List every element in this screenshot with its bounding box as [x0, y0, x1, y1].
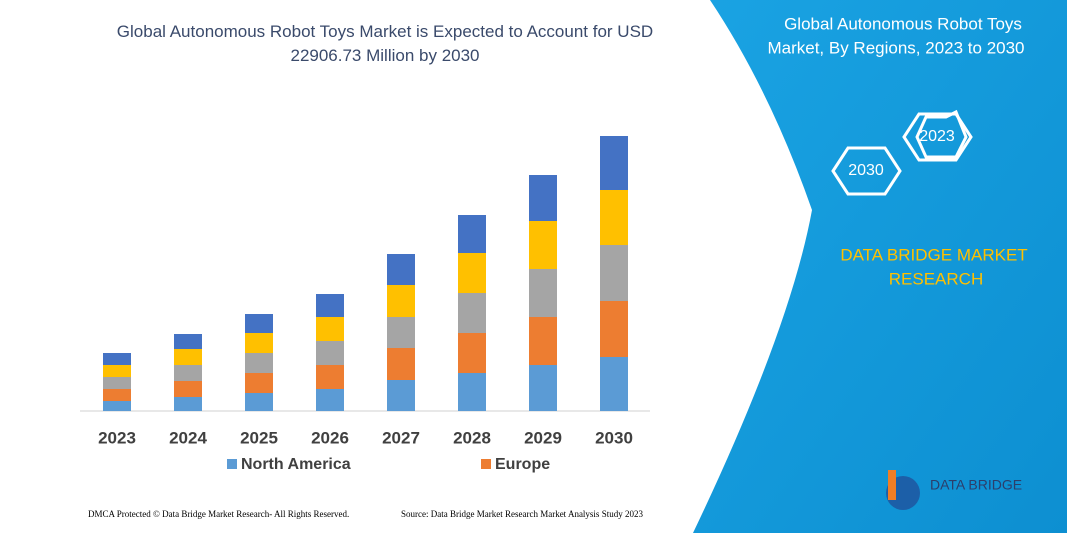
- bar-segment: [458, 373, 486, 411]
- bar-segment: [103, 353, 131, 365]
- x-tick-label: 2027: [382, 428, 420, 447]
- bar-segment: [245, 333, 273, 353]
- bar-segment: [174, 397, 202, 411]
- logo-mark: [888, 470, 896, 500]
- bar-segment: [600, 136, 628, 190]
- x-tick-label: 2024: [169, 428, 207, 447]
- hexagon: [831, 146, 902, 196]
- bar-segment: [387, 254, 415, 285]
- bar-segment: [600, 190, 628, 245]
- legend-swatch: [481, 459, 491, 469]
- side-panel: [693, 0, 1067, 533]
- bar-segment: [458, 333, 486, 373]
- bar-segment: [458, 215, 486, 253]
- bar-segment: [245, 393, 273, 411]
- bar-segment: [529, 221, 557, 269]
- bar-segment: [529, 269, 557, 317]
- bar-segment: [529, 365, 557, 411]
- bar-segment: [316, 365, 344, 389]
- bar-segment: [103, 401, 131, 411]
- bar-segment: [245, 314, 273, 333]
- bar-segment: [245, 373, 273, 393]
- bar-segment: [316, 317, 344, 341]
- bar-segment: [174, 334, 202, 349]
- x-tick-label: 2025: [240, 428, 278, 447]
- legend-swatch: [227, 459, 237, 469]
- bar-segment: [600, 245, 628, 301]
- bar-segment: [458, 253, 486, 293]
- bar-segment: [245, 353, 273, 373]
- footer-text: DMCA Protected © Data Bridge Market Rese…: [88, 509, 349, 519]
- footer-text: Source: Data Bridge Market Research Mark…: [401, 509, 643, 519]
- bar-segment: [103, 389, 131, 401]
- logo-text: DATA BRIDGE: [930, 477, 1022, 493]
- x-tick-label: 2026: [311, 428, 349, 447]
- legend-label: North America: [241, 456, 351, 473]
- bar-segment: [387, 348, 415, 380]
- legend-label: Europe: [495, 456, 550, 473]
- x-tick-label: 2029: [524, 428, 562, 447]
- hexagon: [902, 112, 973, 162]
- hex-label: 2030: [848, 162, 884, 179]
- bar-segment: [174, 349, 202, 365]
- bar-segment: [316, 389, 344, 411]
- bar-segment: [174, 365, 202, 381]
- x-tick-label: 2023: [98, 428, 136, 447]
- brand-text: DATA BRIDGE MARKET: [840, 245, 1027, 264]
- bar-segment: [458, 293, 486, 333]
- bar-segment: [387, 380, 415, 411]
- panel-title: Market, By Regions, 2023 to 2030: [767, 38, 1024, 57]
- hexagon: [915, 109, 968, 159]
- bar-segment: [387, 285, 415, 317]
- brand-text: RESEARCH: [889, 269, 983, 288]
- bar-segment: [387, 317, 415, 348]
- panel-title: Global Autonomous Robot Toys: [784, 14, 1022, 33]
- hex-label: 2023: [919, 128, 955, 145]
- bar-segment: [600, 357, 628, 411]
- bar-segment: [103, 377, 131, 389]
- bar-segment: [529, 317, 557, 365]
- bar-segment: [316, 294, 344, 317]
- bar-segment: [600, 301, 628, 357]
- bar-segment: [174, 381, 202, 397]
- chart-title: Global Autonomous Robot Toys Market is E…: [116, 22, 654, 65]
- bar-segment: [529, 175, 557, 221]
- bar-segment: [316, 341, 344, 365]
- x-tick-label: 2030: [595, 428, 633, 447]
- x-tick-label: 2028: [453, 428, 491, 447]
- bar-segment: [103, 365, 131, 377]
